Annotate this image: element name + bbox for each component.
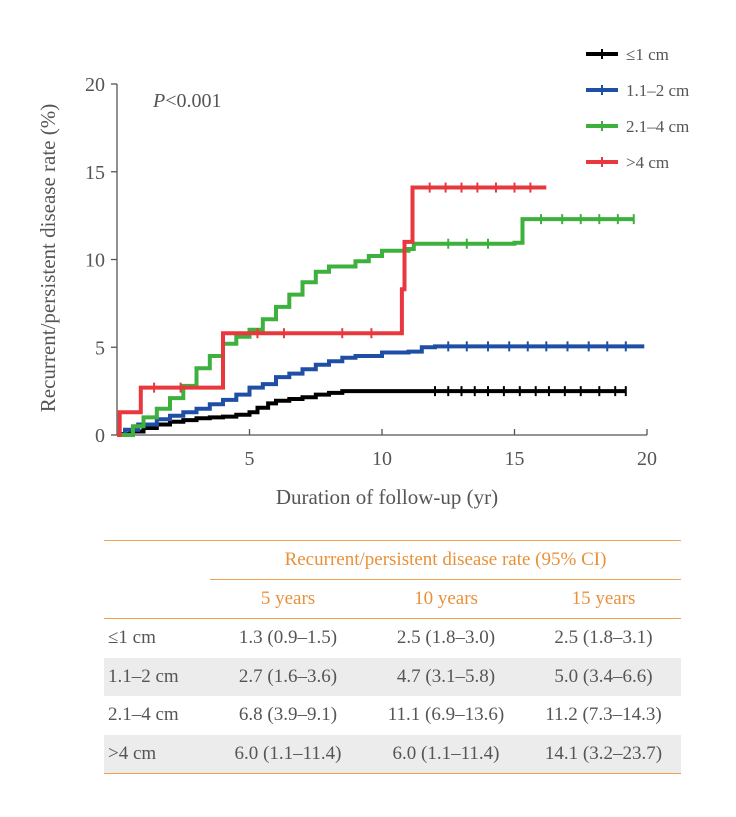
table-cell: 1.3 (0.9–1.5): [238, 627, 338, 649]
table-cell: 2.7 (1.6–3.6): [238, 665, 338, 687]
legend-label: ≤1 cm: [626, 45, 669, 64]
series-1: [117, 386, 627, 437]
column-header-10-years: 10 years: [414, 588, 478, 609]
survival-chart: 0 5 10 15 20 5 10 15 20 P<0.001 Duration of foll…: [36, 45, 689, 509]
series-2: [117, 341, 645, 437]
series-line: [117, 217, 634, 437]
chart-series-layer: [117, 182, 645, 437]
column-header-5-years: 5 years: [260, 588, 316, 609]
table-cell: 2.5 (1.8–3.0): [396, 627, 496, 649]
table-row: 1.1–2 cm 2.7 (1.6–3.6) 4.7 (3.1–5.8) 5.0…: [104, 657, 681, 696]
x-tick-label: 20: [637, 448, 657, 470]
chart-axes: 0 5 10 15 20 5 10 15 20: [85, 74, 657, 470]
series-4: [117, 182, 547, 437]
table-header-row: Recurrent/persistent disease rate (95% C…: [104, 541, 681, 579]
p-value-annotation: P<0.001: [152, 90, 222, 112]
table-columns-row: 5 years 10 years 15 years: [104, 580, 681, 618]
rate-table: Recurrent/persistent disease rate (95% C…: [104, 540, 681, 774]
table-row: >4 cm 6.0 (1.1–11.4) 6.0 (1.1–11.4) 14.1…: [104, 734, 681, 773]
row-label: ≤1 cm: [108, 627, 156, 649]
x-tick-label: 5: [245, 448, 255, 470]
legend-entry: >4 cm: [586, 153, 669, 172]
p-value-text: P<0.001: [152, 90, 222, 112]
table-group-rule: [210, 579, 681, 580]
x-axis-label: Duration of follow-up (yr): [276, 485, 498, 509]
series-line: [117, 344, 645, 437]
table-cell: 6.0 (1.1–11.4): [392, 742, 500, 764]
table-cell: 11.2 (7.3–14.3): [545, 704, 662, 726]
table-row: 2.1–4 cm 6.8 (3.9–9.1) 11.1 (6.9–13.6) 1…: [104, 696, 681, 735]
table-cell: 2.5 (1.8–3.1): [554, 627, 653, 649]
series-3: [117, 214, 635, 437]
table-cell: 11.1 (6.9–13.6): [387, 704, 505, 726]
table-top-rule: [104, 540, 681, 541]
table-cell: 4.7 (3.1–5.8): [396, 665, 496, 687]
legend-label: 1.1–2 cm: [626, 81, 689, 100]
table-cell: 14.1 (3.2–23.7): [544, 742, 663, 764]
table-cell: 6.8 (3.9–9.1): [238, 704, 338, 726]
y-tick-label: 10: [85, 250, 105, 272]
table-cell: 5.0 (3.4–6.6): [554, 665, 653, 687]
series-line: [117, 185, 547, 437]
table-header-rule: [104, 618, 681, 619]
legend-entry: 2.1–4 cm: [586, 117, 689, 136]
row-label: >4 cm: [108, 742, 157, 764]
legend-label: 2.1–4 cm: [626, 117, 689, 136]
y-tick-label: 20: [85, 74, 105, 96]
series-line: [117, 389, 626, 437]
row-label: 1.1–2 cm: [108, 665, 179, 687]
column-header-15-years: 15 years: [571, 588, 636, 609]
chart-legend: ≤1 cm 1.1–2 cm 2.1–4 cm >4 cm: [586, 45, 689, 172]
table-bottom-rule: [104, 773, 681, 774]
table-row: ≤1 cm 1.3 (0.9–1.5) 2.5 (1.8–3.0) 2.5 (1…: [104, 619, 681, 658]
y-tick-label: 15: [85, 162, 105, 184]
row-label: 2.1–4 cm: [108, 704, 179, 726]
y-axis-label: Recurrent/persistent disease rate (%): [36, 104, 60, 412]
legend-label: >4 cm: [626, 153, 669, 172]
y-tick-label: 0: [95, 425, 105, 447]
table-cell: 6.0 (1.1–11.4): [234, 742, 342, 764]
y-tick-label: 5: [95, 337, 105, 359]
x-tick-label: 15: [505, 448, 525, 470]
table-group-header: Recurrent/persistent disease rate (95% C…: [284, 549, 607, 570]
legend-entry: 1.1–2 cm: [586, 81, 689, 100]
legend-entry: ≤1 cm: [586, 45, 669, 64]
x-tick-label: 10: [372, 448, 392, 470]
